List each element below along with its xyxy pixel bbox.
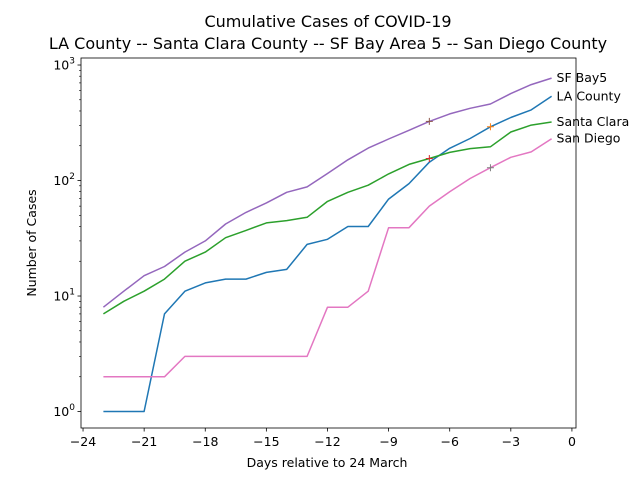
series-line bbox=[102, 77, 552, 308]
x-axis-label: Days relative to 24 March bbox=[247, 455, 408, 470]
series-line bbox=[103, 121, 552, 315]
x-tick-label: 0 bbox=[568, 434, 576, 449]
series-label: Santa Clara bbox=[557, 114, 630, 129]
series-line bbox=[103, 95, 553, 413]
series-line bbox=[103, 138, 553, 378]
y-tick-label: 102 bbox=[53, 172, 75, 188]
y-axis-label: Number of Cases bbox=[24, 189, 39, 296]
y-tick-label: 100 bbox=[53, 403, 75, 419]
y-tick-label: 101 bbox=[53, 288, 75, 304]
x-tick-label: −9 bbox=[379, 434, 397, 449]
plot-area: 100 101 102 103 −24 −21 −18 −15 −12 −9 −6 −3 0 LA Cou… bbox=[53, 57, 629, 449]
x-tick-label: −24 bbox=[70, 434, 96, 449]
chart-subtitle: LA County -- Santa Clara County -- SF Ba… bbox=[49, 34, 607, 53]
x-tick-label: −18 bbox=[192, 434, 218, 449]
y-tick-label: 103 bbox=[53, 57, 75, 73]
series-label: San Diego bbox=[557, 131, 621, 146]
x-tick-label: −3 bbox=[502, 434, 520, 449]
plot-frame bbox=[80, 57, 577, 429]
x-tick-label: −15 bbox=[253, 434, 279, 449]
x-tick-label: −12 bbox=[314, 434, 340, 449]
chart-title: Cumulative Cases of COVID-19 bbox=[204, 12, 451, 31]
x-tick-label: −21 bbox=[131, 434, 157, 449]
series-label: LA County bbox=[557, 88, 622, 103]
x-tick-label: −6 bbox=[440, 434, 458, 449]
series-label: SF Bay5 bbox=[557, 70, 608, 85]
